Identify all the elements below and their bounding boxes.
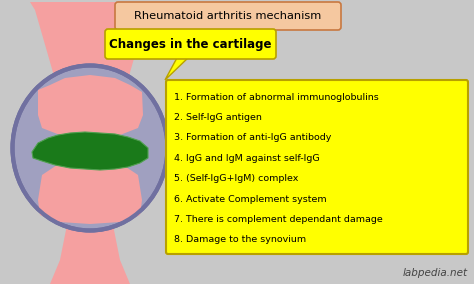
Text: Rheumatoid arthritis mechanism: Rheumatoid arthritis mechanism <box>134 11 322 21</box>
Polygon shape <box>38 160 142 224</box>
Text: 2. Self-IgG antigen: 2. Self-IgG antigen <box>174 113 262 122</box>
Text: 4. IgG and IgM against self-IgG: 4. IgG and IgM against self-IgG <box>174 154 319 163</box>
FancyBboxPatch shape <box>166 80 468 254</box>
FancyBboxPatch shape <box>115 2 341 30</box>
Text: 8. Damage to the synovium: 8. Damage to the synovium <box>174 235 306 244</box>
Text: 5. (Self-IgG+IgM) complex: 5. (Self-IgG+IgM) complex <box>174 174 298 183</box>
Polygon shape <box>32 132 148 170</box>
Text: labpedia.net: labpedia.net <box>403 268 468 278</box>
Polygon shape <box>48 200 132 284</box>
Text: 6. Activate Complement system: 6. Activate Complement system <box>174 195 327 204</box>
Text: 3. Formation of anti-IgG antibody: 3. Formation of anti-IgG antibody <box>174 133 331 142</box>
Polygon shape <box>165 56 190 80</box>
FancyBboxPatch shape <box>105 29 276 59</box>
Text: 7. There is complement dependant damage: 7. There is complement dependant damage <box>174 215 383 224</box>
Polygon shape <box>38 75 143 138</box>
Text: Changes in the cartilage: Changes in the cartilage <box>109 37 272 51</box>
Text: 1. Formation of abnormal immunoglobulins: 1. Formation of abnormal immunoglobulins <box>174 93 379 102</box>
Polygon shape <box>30 2 150 97</box>
Ellipse shape <box>12 66 167 231</box>
